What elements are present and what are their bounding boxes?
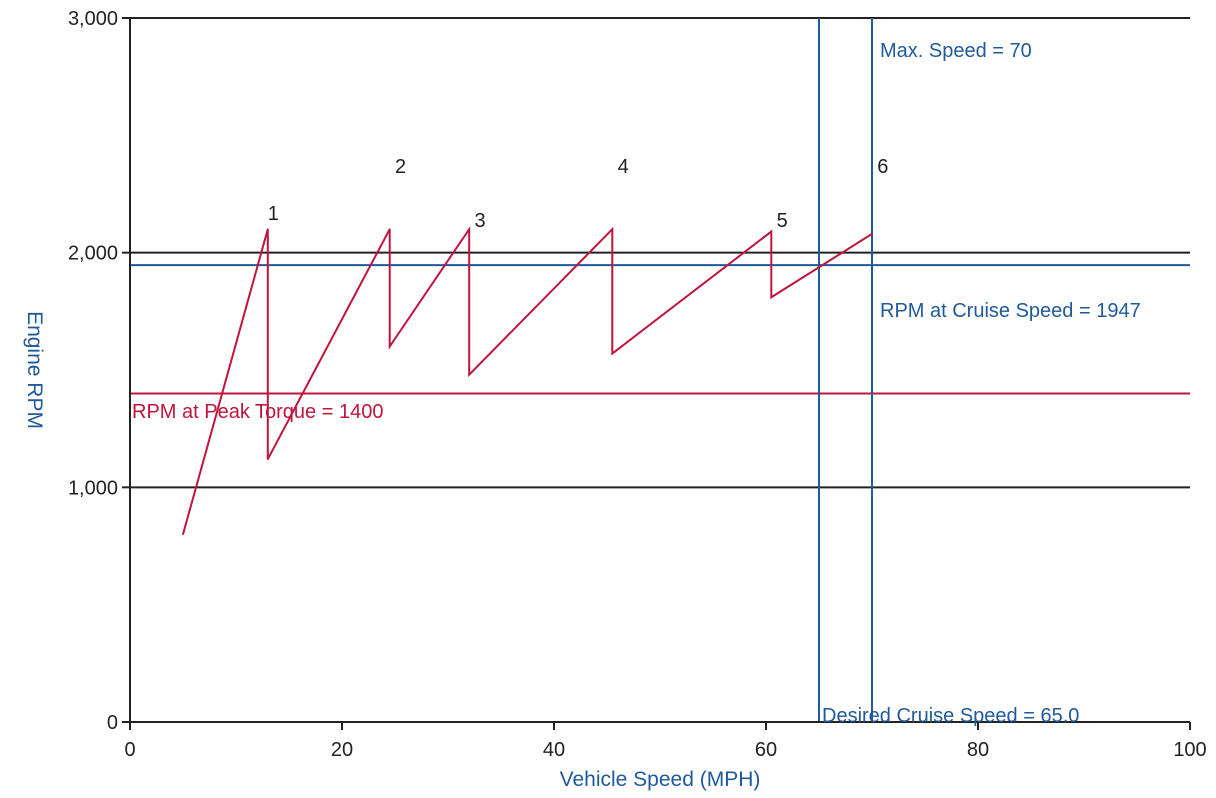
y-tick-label: 1,000 [68,477,118,499]
series-point [468,373,471,376]
gear-label: 3 [475,210,486,232]
reference-line-label-3: Max. Speed = 70 [880,40,1032,62]
reference-lines [130,18,1190,722]
series-point [267,458,269,460]
series-point [388,345,391,348]
x-tick-label: 20 [331,739,353,761]
series [182,225,873,536]
x-tick-label: 80 [967,739,989,761]
gear-label: 1 [268,203,279,225]
reference-line-label-0: RPM at Cruise Speed = 1947 [880,300,1141,322]
series-point [182,533,184,536]
y-tick-label: 2,000 [68,243,118,265]
x-tick-label: 0 [124,739,135,761]
x-tick-label: 60 [755,739,777,761]
y-tick-label: 3,000 [68,8,118,30]
x-axis-title: Vehicle Speed (MPH) [560,768,761,791]
series-point [770,296,773,299]
gear-label: 6 [877,156,888,178]
gear-label: 5 [777,210,788,232]
gear-label: 4 [618,156,629,178]
annotations: RPM at Cruise Speed = 1947 RPM at Peak To… [132,40,1141,727]
series-point [267,228,269,230]
series-point [770,230,773,233]
tick-labels: 0 1,000 2,000 3,000 0 20 40 60 80 100 [68,8,1207,761]
x-tick-label: 100 [1173,739,1206,761]
y-axis-title: Engine RPM [23,311,46,429]
reference-line-label-2: Desired Cruise Speed = 65.0 [822,705,1079,727]
series-line-0 [182,225,873,535]
series-point [611,228,614,230]
gridlines [130,17,1190,489]
series-point [611,352,614,355]
y-tick-label: 0 [107,712,118,734]
axes [129,18,1190,723]
reference-line-label-1: RPM at Peak Torque = 1400 [132,401,383,423]
gear-label: 2 [395,156,406,178]
series-point [468,228,471,230]
series-point [388,228,391,230]
series-point [871,233,873,235]
x-tick-label: 40 [543,739,565,761]
